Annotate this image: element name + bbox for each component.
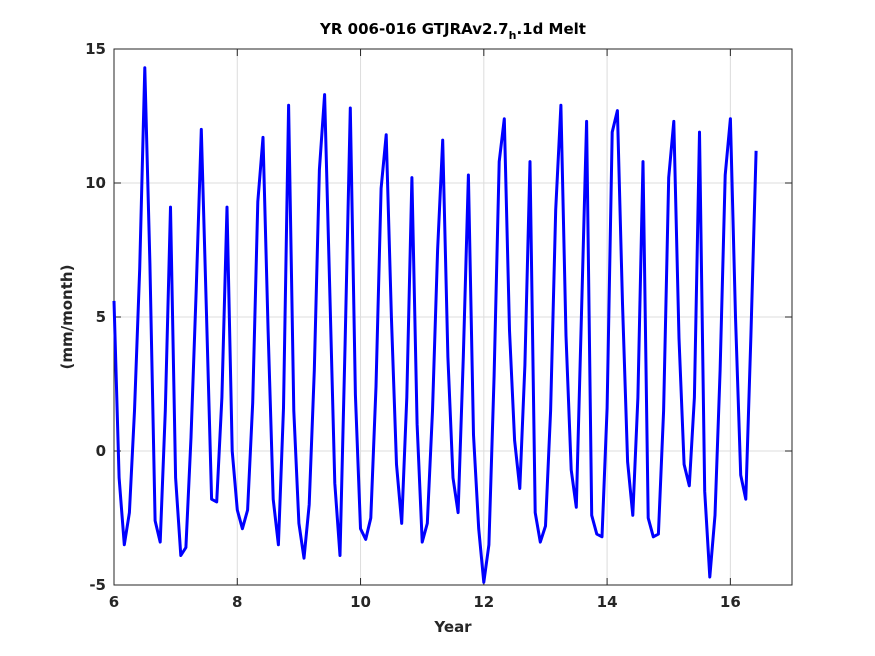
y-tick-label: 0 bbox=[96, 442, 106, 460]
series-line bbox=[112, 66, 758, 584]
ticks: 6 8 10 12 14 16 -5 0 5 10 15 bbox=[85, 40, 792, 611]
x-tick-label: 12 bbox=[473, 593, 494, 611]
x-tick-label: 10 bbox=[350, 593, 371, 611]
x-tick-label: 6 bbox=[109, 593, 119, 611]
chart-title: YR 006-016 GTJRAv2.7h.1d Melt bbox=[319, 20, 586, 42]
title-main: YR 006-016 GTJRAv2.7 bbox=[319, 20, 509, 38]
y-tick-label: 15 bbox=[85, 40, 106, 58]
y-tick-label: -5 bbox=[89, 576, 106, 594]
x-tick-label: 16 bbox=[720, 593, 741, 611]
title-suffix: .1d Melt bbox=[516, 20, 586, 38]
x-axis-label: Year bbox=[433, 618, 472, 636]
x-tick-label: 14 bbox=[597, 593, 618, 611]
x-tick-label: 8 bbox=[232, 593, 242, 611]
y-tick-label: 10 bbox=[85, 174, 106, 192]
title-subscript: h bbox=[509, 29, 517, 42]
y-axis-label: (mm/month) bbox=[58, 265, 76, 370]
y-tick-label: 5 bbox=[96, 308, 106, 326]
